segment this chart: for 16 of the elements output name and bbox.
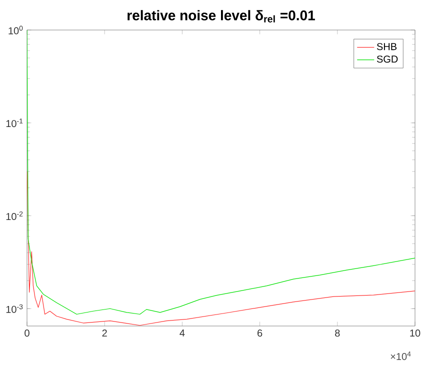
line-series	[27, 30, 415, 315]
y-tick-label: 10$^{-2}$	[6, 211, 23, 220]
x-tick-label: 4	[180, 330, 185, 336]
legend-label: SHB	[376, 43, 397, 50]
legend-label: SGD	[376, 56, 398, 63]
x-tick-label: 0	[24, 330, 30, 337]
chart-title: relative noise level δ$_{rel}$ =0.01	[128, 10, 315, 22]
x-tick-label: 10	[410, 330, 420, 337]
y-tick-label: 10$^{-1}$	[6, 118, 23, 128]
y-tick-label: 10$^{0}$	[8, 26, 23, 34]
text: ×10$^{4}$	[390, 352, 411, 360]
line-series	[27, 171, 415, 326]
y-tick-label: 10$^{-3}$	[6, 304, 23, 313]
x-tick-label: 8	[335, 330, 340, 337]
x-tick-label: 6	[258, 330, 262, 337]
x-tick-label: 2	[102, 330, 107, 337]
